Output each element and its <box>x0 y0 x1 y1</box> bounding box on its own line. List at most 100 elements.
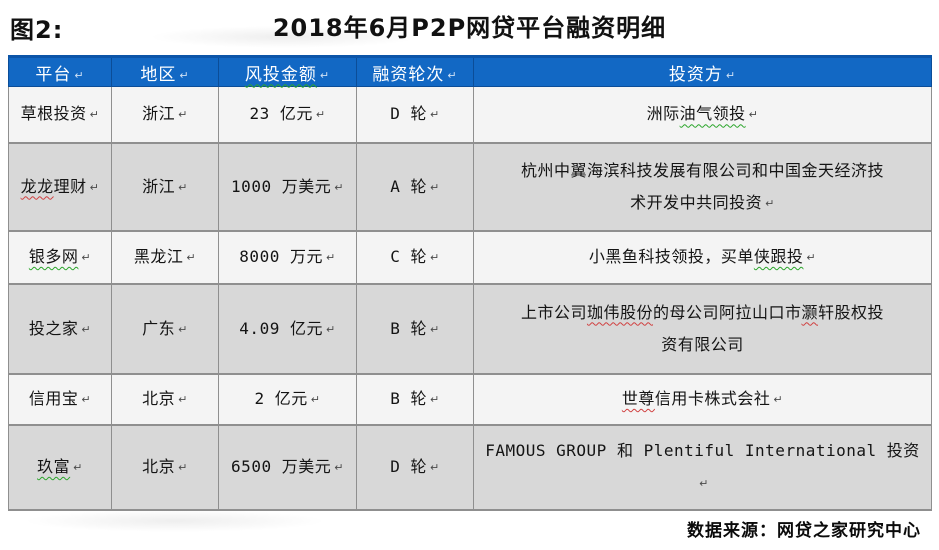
cell-round: B 轮 ↵ <box>356 373 474 426</box>
cell-platform: 投之家 ↵ <box>8 283 112 375</box>
spellcheck-underlined-text: 灏 <box>801 302 819 322</box>
text-segment: 23 亿元 <box>249 104 313 124</box>
paragraph-mark-icon: ↵ <box>89 108 100 122</box>
page-title: 2018年6月P2P网贷平台融资明细 <box>272 14 667 42</box>
paragraph-mark-icon: ↵ <box>74 68 85 82</box>
column-header-amount: 风投金额 ↵ <box>218 55 357 87</box>
spellcheck-underlined-text: 银多网 <box>28 247 79 266</box>
cell-round: C 轮 ↵ <box>356 230 474 285</box>
spellcheck-underlined-text: 油气领投 <box>679 104 746 124</box>
text-segment: 平台 <box>35 64 72 85</box>
column-header-round: 融资轮次 ↵ <box>356 55 474 87</box>
column-header-investor: 投资方 ↵ <box>473 55 932 87</box>
paragraph-mark-icon: ↵ <box>430 393 440 406</box>
table-row: 信用宝 ↵ 北京 ↵ 2 亿元 ↵ B 轮 ↵ 世尊信用卡株式会社 ↵ <box>8 373 932 426</box>
paragraph-mark-icon: ↵ <box>725 68 737 82</box>
text-segment: D 轮 <box>390 104 428 124</box>
cell-region: 广东 ↵ <box>111 283 219 375</box>
figure-label: 图2: <box>10 16 64 44</box>
paragraph-mark-icon: ↵ <box>806 251 817 264</box>
table-row: 银多网 ↵ 黑龙江 ↵ 8000 万元 ↵ C 轮 ↵ 小黑鱼科技领投，买单侠跟投 ↵ <box>8 230 932 285</box>
spellcheck-underlined-text: 龙龙 <box>20 176 54 196</box>
cell-round: A 轮 ↵ <box>356 142 474 232</box>
text-segment: 北京 <box>142 389 176 408</box>
text-segment: 8000 万元 <box>239 247 323 266</box>
paragraph-mark-icon: ↵ <box>179 68 190 82</box>
paragraph-mark-icon: ↵ <box>748 108 759 122</box>
paragraph-mark-icon: ↵ <box>447 68 458 82</box>
text-segment: 北京 <box>142 457 176 476</box>
paragraph-mark-icon: ↵ <box>81 251 92 264</box>
paragraph-mark-icon: ↵ <box>81 393 92 406</box>
paragraph-mark-icon: ↵ <box>178 108 188 122</box>
column-header-platform: 平台 ↵ <box>8 55 112 87</box>
text-segment: C 轮 <box>390 247 428 266</box>
table-row: 草根投资 ↵ 浙江 ↵ 23 亿元 ↵ D 轮 ↵ 洲际油气领投 ↵ <box>8 86 932 144</box>
spellcheck-underlined-text: 世尊 <box>621 389 655 408</box>
paragraph-mark-icon: ↵ <box>430 108 440 122</box>
cell-platform: 龙龙理财 ↵ <box>8 142 112 232</box>
text-segment: 浙江 <box>142 176 176 196</box>
cell-investor: 上市公司珈伟股份的母公司阿拉山口市灏轩股权投 资有限公司 <box>473 283 932 375</box>
paragraph-mark-icon: ↵ <box>334 180 344 194</box>
cell-region: 黑龙江 ↵ <box>111 230 219 285</box>
cell-amount: 8000 万元 ↵ <box>218 230 357 285</box>
spellcheck-underlined-text: 玖富 <box>37 457 71 476</box>
table-header: 平台 ↵ 地区 ↵ 风投金额 ↵ 融资轮次 ↵ 投资方 ↵ <box>8 55 932 87</box>
cell-region: 浙江 ↵ <box>111 142 219 232</box>
cell-investor: 小黑鱼科技领投，买单侠跟投 ↵ <box>473 230 932 285</box>
cell-investor: 洲际油气领投 ↵ <box>473 86 932 144</box>
cell-investor: FAMOUS GROUP 和 Plentiful International 投… <box>473 424 932 511</box>
text-segment: 4.09 亿元 <box>239 318 323 338</box>
cell-round: D 轮 ↵ <box>356 424 474 511</box>
paragraph-mark-icon: ↵ <box>178 180 188 194</box>
text-segment: 轩股权投 资有限公司 <box>661 302 885 354</box>
header-row: 平台 ↵ 地区 ↵ 风投金额 ↵ 融资轮次 ↵ 投资方 ↵ <box>8 55 932 87</box>
cell-platform: 银多网 ↵ <box>8 230 112 285</box>
cell-round: B 轮 ↵ <box>356 283 474 375</box>
text-segment: 2 亿元 <box>254 389 308 408</box>
text-segment: 的母公司阿拉山口市 <box>652 302 802 322</box>
paragraph-mark-icon: ↵ <box>430 322 440 336</box>
text-segment: 1000 万美元 <box>231 176 332 196</box>
table-body: 草根投资 ↵ 浙江 ↵ 23 亿元 ↵ D 轮 ↵ 洲际油气领投 ↵ 龙龙理财 ↵ 浙江 ↵ … <box>8 86 932 511</box>
paragraph-mark-icon: ↵ <box>81 322 92 336</box>
text-segment: 广东 <box>142 318 176 338</box>
financing-table: 平台 ↵ 地区 ↵ 风投金额 ↵ 融资轮次 ↵ 投资方 ↵ 草根投资 ↵ 浙江 ↵ 23 亿元… <box>8 55 932 511</box>
spellcheck-underlined-text: 风投金额 <box>244 64 317 85</box>
paragraph-mark-icon: ↵ <box>178 322 188 336</box>
paragraph-mark-icon: ↵ <box>325 322 336 336</box>
paragraph-mark-icon: ↵ <box>89 180 100 194</box>
paragraph-mark-icon: ↵ <box>186 251 197 264</box>
text-segment: 地区 <box>140 64 177 85</box>
text-segment: 融资轮次 <box>372 64 445 85</box>
watermark-smudge <box>25 510 325 532</box>
cell-platform: 玖富 ↵ <box>8 424 112 511</box>
text-segment: 杭州中翼海滨科技发展有限公司和中国金天经济技 术开发中共同投资 <box>520 160 884 212</box>
paragraph-mark-icon: ↵ <box>334 461 344 474</box>
paragraph-mark-icon: ↵ <box>73 461 83 474</box>
paragraph-mark-icon: ↵ <box>319 68 331 82</box>
text-segment: 小黑鱼科技领投，买单 <box>588 247 754 266</box>
cell-amount: 1000 万美元 ↵ <box>218 142 357 232</box>
cell-platform: 信用宝 ↵ <box>8 373 112 426</box>
paragraph-mark-icon: ↵ <box>430 461 440 474</box>
cell-amount: 6500 万美元 ↵ <box>218 424 357 511</box>
data-source: 数据来源：网贷之家研究中心 <box>687 521 921 541</box>
cell-region: 北京 ↵ <box>111 424 219 511</box>
paragraph-mark-icon: ↵ <box>765 196 775 210</box>
title-bar: 图2: 2018年6月P2P网贷平台融资明细 <box>0 8 939 48</box>
text-segment: 浙江 <box>142 104 176 124</box>
text-segment: A 轮 <box>390 176 428 196</box>
text-segment: 洲际 <box>646 104 680 124</box>
cell-round: D 轮 ↵ <box>356 86 474 144</box>
paragraph-mark-icon: ↵ <box>310 393 321 406</box>
paragraph-mark-icon: ↵ <box>430 180 440 194</box>
paragraph-mark-icon: ↵ <box>178 461 188 474</box>
spellcheck-underlined-text: 珈伟股份 <box>586 302 653 322</box>
cell-amount: 23 亿元 ↵ <box>218 86 357 144</box>
paragraph-mark-icon: ↵ <box>430 251 440 264</box>
text-segment: 理财 <box>53 176 87 196</box>
text-segment: 信用卡株式会社 <box>654 389 771 408</box>
